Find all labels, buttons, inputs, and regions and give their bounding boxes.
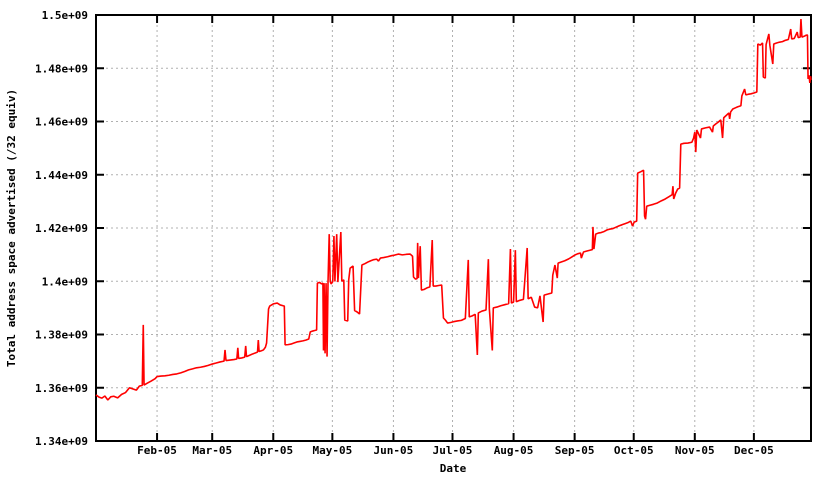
y-tick-label: 1.5e+09 bbox=[42, 9, 88, 22]
y-tick-label: 1.36e+09 bbox=[35, 382, 88, 395]
x-tick-label: Feb-05 bbox=[137, 444, 177, 457]
x-tick-label: Jun-05 bbox=[374, 444, 414, 457]
x-tick-label: Oct-05 bbox=[614, 444, 654, 457]
x-tick-label: Jul-05 bbox=[433, 444, 473, 457]
x-tick-label: Dec-05 bbox=[734, 444, 774, 457]
x-tick-label: Nov-05 bbox=[675, 444, 715, 457]
y-tick-label: 1.48e+09 bbox=[35, 62, 88, 75]
x-axis-title: Date bbox=[440, 462, 467, 475]
grid-layer bbox=[96, 15, 811, 441]
tick-label-layer: Feb-05 Mar-05 Apr-05 May-05 Jun-05 Jul-05 Aug-… bbox=[35, 9, 774, 457]
y-tick-label: 1.44e+09 bbox=[35, 169, 88, 182]
x-tick-label: Apr-05 bbox=[253, 444, 293, 457]
y-tick-label: 1.46e+09 bbox=[35, 116, 88, 129]
x-tick-label: Aug-05 bbox=[494, 444, 534, 457]
plot-border bbox=[95, 14, 812, 442]
tick-layer bbox=[96, 15, 811, 441]
y-tick-label: 1.38e+09 bbox=[35, 329, 88, 342]
y-tick-label: 1.42e+09 bbox=[35, 222, 88, 235]
y-axis-title: Total address space advertised (/32 equi… bbox=[5, 89, 18, 367]
data-series-line bbox=[95, 18, 812, 401]
y-tick-label: 1.34e+09 bbox=[35, 435, 88, 448]
x-tick-label: Mar-05 bbox=[192, 444, 232, 457]
x-tick-label: May-05 bbox=[312, 444, 352, 457]
y-tick-label: 1.4e+09 bbox=[42, 275, 88, 288]
x-tick-label: Sep-05 bbox=[555, 444, 595, 457]
